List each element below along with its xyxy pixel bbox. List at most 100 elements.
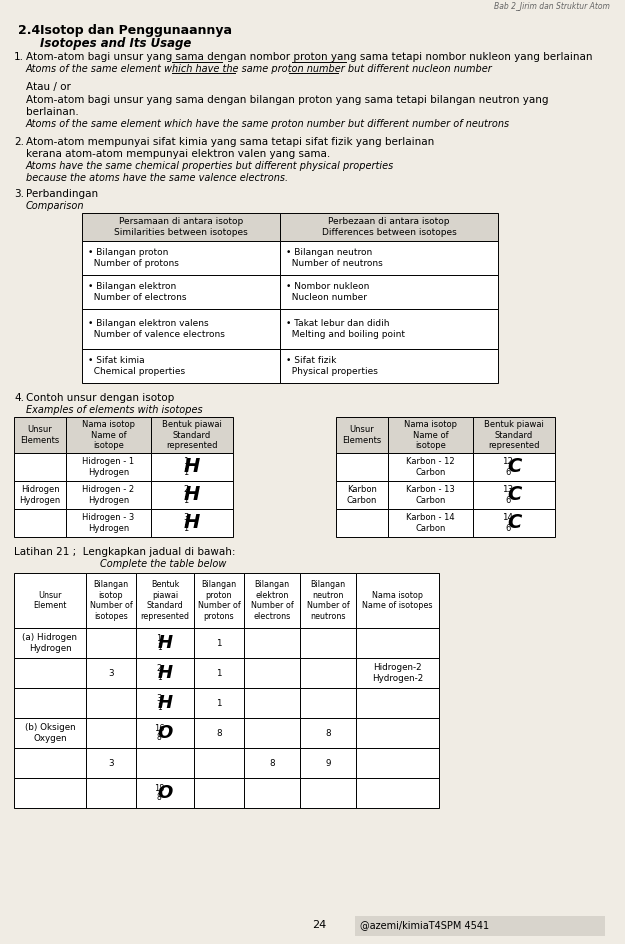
Text: • Sifat fizik
  Physical properties: • Sifat fizik Physical properties — [286, 356, 378, 376]
Text: berlainan.: berlainan. — [26, 107, 79, 117]
Text: Comparison: Comparison — [26, 201, 84, 211]
Text: Unsur
Elements: Unsur Elements — [21, 426, 59, 445]
Bar — [136, 748, 194, 778]
Text: 1: 1 — [183, 496, 188, 505]
Bar — [82, 349, 280, 383]
Text: C: C — [507, 485, 521, 504]
Text: Isotop dan Penggunaannya: Isotop dan Penggunaannya — [40, 24, 232, 37]
Text: @azemi/kimiaT4SPM 4541: @azemi/kimiaT4SPM 4541 — [360, 920, 489, 930]
Bar — [86, 718, 136, 748]
Text: 2.: 2. — [14, 137, 24, 147]
Text: Karbon
Carbon: Karbon Carbon — [347, 485, 378, 505]
Text: • Sifat kimia
  Chemical properties: • Sifat kimia Chemical properties — [88, 356, 185, 376]
Bar — [151, 417, 233, 453]
Bar — [136, 718, 194, 748]
Bar — [300, 658, 356, 688]
Bar — [14, 748, 86, 778]
Bar — [388, 509, 473, 537]
Text: Perbandingan: Perbandingan — [26, 189, 98, 199]
Text: 1: 1 — [156, 633, 162, 643]
Text: Examples of elements with isotopes: Examples of elements with isotopes — [26, 405, 203, 415]
Text: (a) Hidrogen
Hydrogen: (a) Hidrogen Hydrogen — [22, 633, 78, 652]
Text: O: O — [158, 724, 172, 742]
Text: Atoms of the same element which have the same proton number but different number: Atoms of the same element which have the… — [26, 119, 510, 129]
Bar — [356, 688, 439, 718]
Text: Hidrogen-2
Hydrogen-2: Hidrogen-2 Hydrogen-2 — [372, 664, 423, 683]
Text: Karbon - 12
Carbon: Karbon - 12 Carbon — [406, 457, 455, 477]
Text: 3: 3 — [157, 694, 162, 702]
Text: Hidrogen - 3
Hydrogen: Hidrogen - 3 Hydrogen — [82, 514, 134, 532]
Bar — [66, 417, 151, 453]
Text: • Bilangan neutron
  Number of neutrons: • Bilangan neutron Number of neutrons — [286, 248, 382, 268]
Text: Nama isotop
Name of isotopes: Nama isotop Name of isotopes — [362, 591, 432, 610]
Bar — [356, 628, 439, 658]
Bar — [14, 778, 86, 808]
Bar — [14, 453, 66, 481]
Text: Nama isotop
Name of
isotope: Nama isotop Name of isotope — [82, 420, 135, 450]
Bar — [300, 688, 356, 718]
Text: • Bilangan proton
  Number of protons: • Bilangan proton Number of protons — [88, 248, 179, 268]
Text: Atoms have the same chemical properties but different physical properties: Atoms have the same chemical properties … — [26, 161, 394, 171]
Bar — [280, 241, 498, 275]
Bar — [194, 688, 244, 718]
Bar — [194, 658, 244, 688]
Bar — [356, 573, 439, 628]
Bar — [82, 309, 280, 349]
Text: 6: 6 — [505, 468, 511, 477]
Bar — [14, 509, 66, 537]
Text: • Bilangan elektron valens
  Number of valence electrons: • Bilangan elektron valens Number of val… — [88, 319, 225, 339]
Text: H: H — [184, 485, 200, 504]
Bar — [86, 573, 136, 628]
Bar — [14, 658, 86, 688]
Bar — [473, 417, 555, 453]
Bar — [194, 778, 244, 808]
Bar — [473, 481, 555, 509]
Text: Complete the table below: Complete the table below — [100, 559, 226, 569]
Bar — [136, 658, 194, 688]
Bar — [136, 688, 194, 718]
Text: 16: 16 — [154, 723, 164, 733]
Text: 14: 14 — [503, 514, 513, 522]
Text: Karbon - 14
Carbon: Karbon - 14 Carbon — [406, 514, 455, 532]
Bar — [244, 658, 300, 688]
Text: H: H — [184, 458, 200, 477]
Bar — [300, 628, 356, 658]
Text: because the atoms have the same valence electrons.: because the atoms have the same valence … — [26, 173, 288, 183]
Text: Unsur
Element: Unsur Element — [33, 591, 67, 610]
Text: Hidrogen - 2
Hydrogen: Hidrogen - 2 Hydrogen — [82, 485, 134, 505]
Text: Perbezaan di antara isotop
Differences between isotopes: Perbezaan di antara isotop Differences b… — [322, 217, 456, 237]
Text: Unsur
Elements: Unsur Elements — [342, 426, 382, 445]
Text: Isotopes and Its Usage: Isotopes and Its Usage — [40, 37, 191, 50]
Bar — [355, 916, 605, 936]
Text: 13: 13 — [502, 485, 513, 494]
Text: 1: 1 — [216, 699, 222, 707]
Text: Atom-atom mempunyai sifat kimia yang sama tetapi sifat fizik yang berlainan: Atom-atom mempunyai sifat kimia yang sam… — [26, 137, 434, 147]
Bar — [280, 309, 498, 349]
Text: 1: 1 — [183, 457, 189, 466]
Bar — [136, 628, 194, 658]
Text: H: H — [184, 514, 200, 532]
Text: 2: 2 — [157, 664, 162, 672]
Bar — [300, 718, 356, 748]
Text: 1: 1 — [157, 673, 161, 683]
Text: • Nombor nukleon
  Nucleon number: • Nombor nukleon Nucleon number — [286, 282, 369, 302]
Bar — [194, 748, 244, 778]
Bar — [14, 718, 86, 748]
Bar — [244, 688, 300, 718]
Text: Contoh unsur dengan isotop: Contoh unsur dengan isotop — [26, 393, 174, 403]
Text: 8: 8 — [157, 733, 161, 742]
Text: C: C — [507, 514, 521, 532]
Text: C: C — [507, 458, 521, 477]
Bar — [244, 718, 300, 748]
Bar — [82, 213, 280, 241]
Bar — [244, 628, 300, 658]
Text: • Takat lebur dan didih
  Melting and boiling point: • Takat lebur dan didih Melting and boil… — [286, 319, 405, 339]
Bar — [300, 748, 356, 778]
Text: 8: 8 — [157, 794, 161, 802]
Bar — [280, 275, 498, 309]
Text: H: H — [158, 664, 172, 682]
Bar — [66, 481, 151, 509]
Text: Persamaan di antara isotop
Similarities between isotopes: Persamaan di antara isotop Similarities … — [114, 217, 248, 237]
Text: 1: 1 — [157, 644, 161, 652]
Text: 1: 1 — [183, 524, 188, 532]
